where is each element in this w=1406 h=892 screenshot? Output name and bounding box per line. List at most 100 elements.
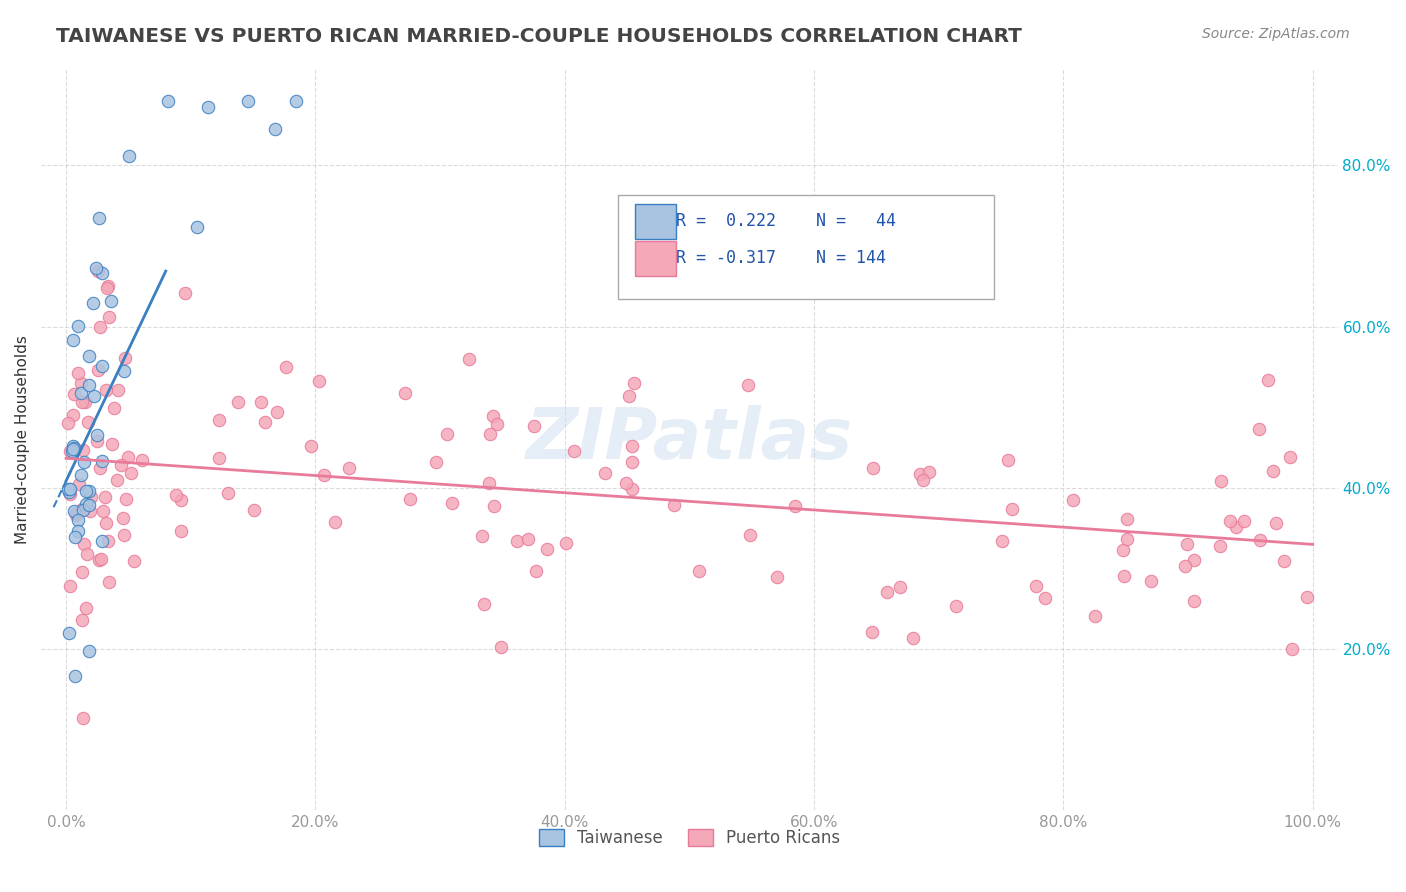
Point	[1281, 641, 1303, 656]
Point	[59, 443, 82, 458]
Point	[486, 417, 509, 431]
Point	[997, 452, 1019, 467]
Point	[90, 453, 112, 467]
Point	[1257, 373, 1279, 387]
Point	[1209, 539, 1232, 553]
Point	[903, 631, 925, 645]
Point	[1279, 450, 1302, 465]
Point	[186, 219, 208, 234]
Point	[72, 443, 94, 458]
Point	[93, 504, 115, 518]
Point	[70, 502, 93, 516]
Point	[285, 94, 308, 108]
Point	[243, 503, 266, 517]
Point	[918, 465, 941, 479]
Point	[67, 476, 90, 491]
Point	[86, 428, 108, 442]
Point	[471, 529, 494, 543]
Point	[62, 439, 84, 453]
Point	[76, 547, 98, 561]
Point	[87, 211, 110, 226]
Point	[436, 427, 458, 442]
Point	[482, 499, 505, 513]
Y-axis label: Married-couple Households: Married-couple Households	[15, 335, 30, 544]
Point	[621, 439, 644, 453]
Point	[516, 532, 538, 546]
Point	[562, 444, 585, 458]
Point	[169, 493, 191, 508]
Point	[554, 536, 576, 550]
Point	[91, 533, 114, 548]
Point	[93, 490, 115, 504]
Point	[1295, 591, 1317, 605]
Point	[440, 496, 463, 510]
Point	[97, 534, 120, 549]
Point	[79, 350, 101, 364]
Point	[87, 553, 110, 567]
Point	[457, 351, 479, 366]
Point	[1033, 591, 1056, 606]
Point	[89, 460, 111, 475]
Point	[75, 483, 97, 498]
Point	[105, 473, 128, 487]
Point	[87, 363, 110, 377]
Point	[94, 383, 117, 397]
Point	[100, 294, 122, 309]
Point	[477, 475, 499, 490]
Point	[89, 319, 111, 334]
Point	[889, 580, 911, 594]
Point	[197, 100, 219, 114]
Point	[115, 492, 138, 507]
Point	[79, 504, 101, 518]
Point	[323, 515, 346, 529]
Point	[63, 386, 86, 401]
Text: TAIWANESE VS PUERTO RICAN MARRIED-COUPLE HOUSEHOLDS CORRELATION CHART: TAIWANESE VS PUERTO RICAN MARRIED-COUPLE…	[56, 27, 1022, 45]
Point	[77, 415, 100, 429]
Point	[945, 599, 967, 613]
Point	[75, 600, 97, 615]
Point	[254, 415, 277, 429]
Point	[103, 401, 125, 416]
Point	[70, 613, 93, 627]
Point	[263, 122, 285, 136]
Point	[765, 570, 787, 584]
Point	[77, 483, 100, 498]
Point	[58, 484, 80, 499]
Point	[1140, 574, 1163, 588]
Point	[1249, 533, 1271, 548]
Point	[120, 466, 142, 480]
Point	[217, 486, 239, 500]
Point	[66, 524, 89, 538]
Point	[63, 442, 86, 456]
Point	[623, 376, 645, 391]
Point	[908, 467, 931, 481]
Point	[122, 554, 145, 568]
Point	[1182, 553, 1205, 567]
Point	[536, 541, 558, 556]
Point	[73, 394, 96, 409]
Point	[1112, 568, 1135, 582]
Point	[226, 395, 249, 409]
Point	[69, 386, 91, 401]
Point	[208, 451, 231, 466]
Point	[308, 375, 330, 389]
FancyBboxPatch shape	[636, 203, 676, 239]
Point	[77, 643, 100, 657]
Point	[94, 516, 117, 530]
Point	[62, 333, 84, 347]
Point	[59, 487, 82, 501]
Point	[472, 597, 495, 611]
Point	[1225, 520, 1247, 534]
Point	[394, 386, 416, 401]
Point	[1219, 514, 1241, 528]
Point	[1272, 554, 1295, 568]
Point	[299, 439, 322, 453]
Point	[737, 378, 759, 392]
Point	[65, 508, 87, 523]
Point	[1209, 475, 1232, 489]
Point	[60, 444, 83, 458]
Point	[65, 507, 87, 521]
Point	[96, 280, 118, 294]
Point	[991, 534, 1014, 549]
Point	[314, 467, 336, 482]
